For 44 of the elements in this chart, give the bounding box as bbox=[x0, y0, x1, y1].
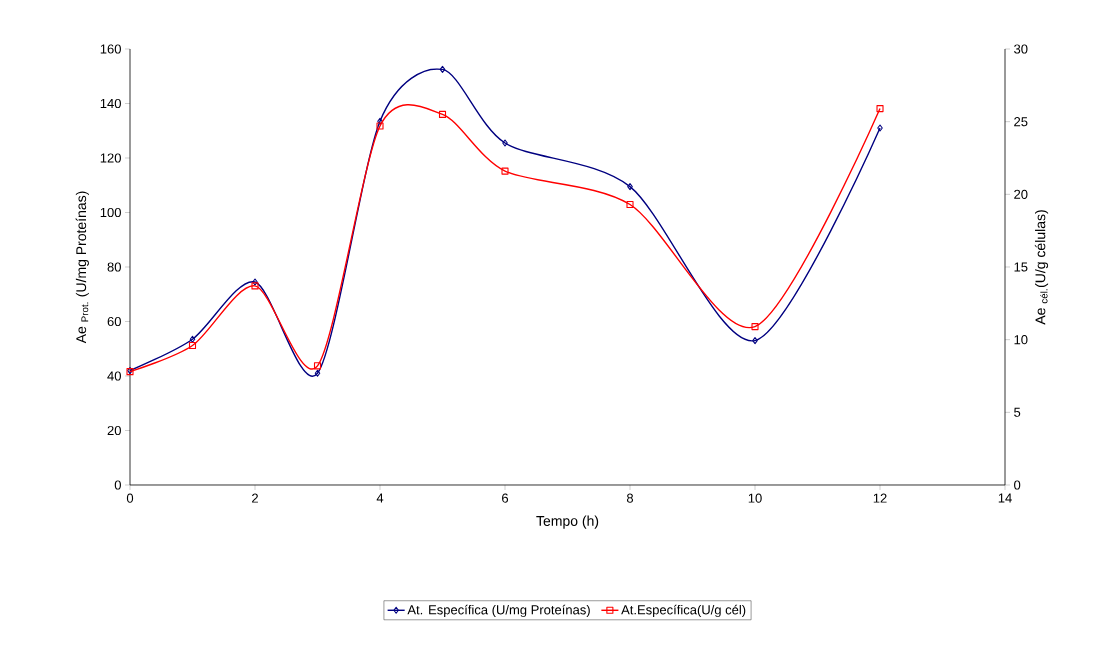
point bbox=[876, 105, 884, 113]
y-tick-label: 20 bbox=[107, 425, 121, 436]
x-tick-label: 2 bbox=[252, 493, 258, 503]
point bbox=[627, 183, 633, 191]
x-tick-label: 0 bbox=[126, 493, 134, 503]
y-tick-label: 120 bbox=[100, 153, 121, 163]
point bbox=[752, 337, 758, 345]
y2-tick-label: 0 bbox=[1014, 480, 1021, 490]
point bbox=[314, 369, 321, 377]
point bbox=[376, 122, 384, 130]
point bbox=[189, 335, 196, 343]
y-tick-label: 60 bbox=[107, 316, 121, 327]
legend-label: At.Específica(U/g cél) bbox=[621, 604, 746, 618]
x-tick-label: 12 bbox=[873, 493, 887, 503]
y-tick-label: 140 bbox=[100, 98, 121, 109]
y2-tick-label: 20 bbox=[1014, 189, 1028, 199]
point bbox=[751, 323, 759, 331]
x-tick-label: 14 bbox=[998, 493, 1012, 503]
y-tick-label: 40 bbox=[107, 371, 121, 381]
point bbox=[501, 167, 509, 175]
y2-tick-label: 25 bbox=[1014, 117, 1028, 127]
x-axis-title: Tempo (h) bbox=[536, 515, 599, 529]
point bbox=[438, 110, 447, 118]
y2-tick-label: 10 bbox=[1014, 335, 1028, 345]
point bbox=[439, 65, 446, 73]
y2-tick-label: 30 bbox=[1014, 44, 1028, 54]
point bbox=[502, 139, 508, 147]
legend-label: At. Específica (U/mg Proteínas) bbox=[407, 604, 590, 618]
y-tick-label: 100 bbox=[100, 207, 121, 218]
x-tick-label: 6 bbox=[502, 493, 509, 503]
y2-tick-label: 5 bbox=[1014, 407, 1021, 417]
y2-tick-label: 15 bbox=[1014, 262, 1028, 272]
y-tick-label: 160 bbox=[100, 44, 121, 54]
point bbox=[626, 200, 634, 209]
x-tick-label: 8 bbox=[626, 493, 634, 503]
y-axis-title: Ae $_{Prot.}$ (U/mg Proteínas) bbox=[75, 191, 89, 344]
point bbox=[251, 282, 259, 290]
y2-axis-title: Ae $_{cél.}$(U/g células) bbox=[1034, 210, 1049, 325]
point bbox=[313, 362, 322, 370]
x-tick-label: 4 bbox=[376, 493, 384, 503]
point bbox=[188, 341, 197, 350]
x-tick-label: 10 bbox=[748, 493, 762, 503]
y-tick-label: 80 bbox=[107, 262, 121, 272]
y-tick-label: 0 bbox=[114, 480, 121, 490]
